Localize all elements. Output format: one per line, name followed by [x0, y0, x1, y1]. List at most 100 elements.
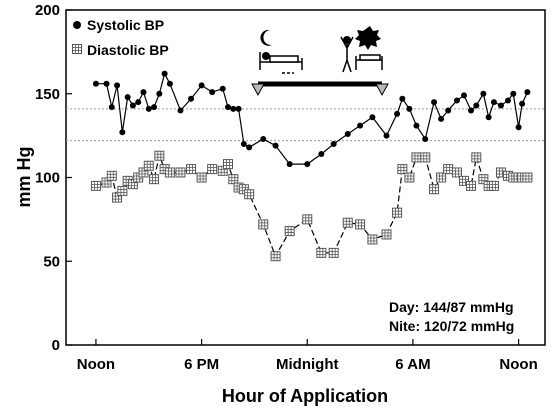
night-period-arrow: [251, 81, 389, 97]
y-tick-label: 0: [52, 337, 60, 354]
diastolic-point: [522, 172, 533, 183]
systolic-point: [246, 144, 253, 151]
legend-diastolic-marker: [72, 44, 82, 54]
systolic-point: [140, 89, 147, 96]
diastolic-point: [488, 180, 499, 191]
legend-systolic-label: Systolic BP: [87, 17, 164, 33]
systolic-point: [406, 105, 413, 112]
diastolic-point: [471, 152, 482, 163]
diastolic-point: [342, 217, 353, 228]
systolic-point: [413, 122, 420, 129]
diastolic-point: [436, 172, 447, 183]
diastolic-point: [186, 164, 197, 175]
diastolic-point: [244, 189, 255, 200]
systolic-point: [510, 90, 517, 97]
x-axis-title: Hour of Application: [222, 386, 388, 406]
systolic-point: [188, 95, 195, 102]
legend-diastolic-label: Diastolic BP: [87, 42, 169, 58]
systolic-point: [156, 90, 163, 97]
diastolic-point: [397, 164, 408, 175]
systolic-point: [383, 132, 390, 139]
diastolic-point: [284, 226, 295, 237]
diastolic-point: [420, 152, 431, 163]
systolic-point: [114, 82, 121, 89]
diastolic-point: [149, 174, 160, 185]
diastolic-point: [175, 167, 186, 178]
systolic-point: [166, 80, 173, 87]
diastolic-point: [466, 180, 477, 191]
diastolic-point: [355, 219, 366, 230]
systolic-point: [177, 107, 184, 114]
systolic-point: [394, 110, 401, 117]
systolic-point: [129, 102, 136, 109]
systolic-point: [304, 161, 311, 168]
systolic-point: [92, 80, 99, 87]
y-tick-label: 100: [35, 170, 60, 187]
systolic-point: [490, 99, 497, 106]
summary-nite: Nite: 120/72 mmHg: [389, 318, 514, 334]
systolic-point: [438, 115, 445, 122]
reference-lines: [66, 108, 545, 142]
y-axis-title: mm Hg: [14, 146, 34, 207]
series-layer: [90, 70, 533, 262]
summary-day: Day: 144/87 mmHg: [389, 299, 514, 315]
arrow-left-head-icon: [251, 83, 265, 97]
systolic-point: [198, 82, 205, 89]
x-tick-label: 6 AM: [395, 356, 430, 373]
systolic-point: [119, 129, 126, 136]
systolic-point: [485, 114, 492, 121]
systolic-point: [468, 107, 475, 114]
systolic-point: [330, 141, 337, 147]
diastolic-point: [223, 159, 234, 170]
x-tick-label: 6 PM: [184, 356, 219, 373]
diastolic-point: [392, 207, 403, 218]
systolic-point: [145, 105, 152, 112]
diastolic-point: [381, 229, 392, 240]
systolic-point: [445, 107, 452, 114]
y-tick-label: 50: [43, 253, 60, 270]
systolic-point: [399, 95, 406, 102]
systolic-point: [103, 80, 110, 87]
crescent-moon-icon: [260, 29, 272, 46]
diastolic-point: [443, 164, 454, 175]
systolic-point: [225, 104, 232, 111]
x-tick-label: Noon: [77, 356, 115, 373]
diastolic-point: [451, 167, 462, 178]
diastolic-point: [164, 167, 175, 178]
systolic-point: [260, 135, 267, 142]
systolic-point: [230, 105, 237, 112]
systolic-point: [272, 142, 279, 149]
systolic-point: [240, 141, 247, 147]
systolic-point: [235, 105, 242, 112]
x-tick-label: Midnight: [276, 356, 338, 373]
diastolic-point: [258, 219, 269, 230]
sleeping-person-icon: [259, 52, 303, 74]
diastolic-point: [117, 185, 128, 196]
systolic-point: [161, 70, 168, 77]
diastolic-point: [154, 150, 165, 161]
systolic-point: [497, 102, 504, 109]
systolic-point: [453, 97, 460, 104]
sun-icon: [355, 26, 381, 50]
systolic-point: [505, 97, 512, 104]
systolic-point: [422, 135, 429, 142]
diastolic-point: [106, 170, 117, 181]
diastolic-point: [228, 174, 239, 185]
series-line-systolic: [95, 72, 528, 165]
diastolic-point: [316, 247, 327, 258]
diastolic-point: [207, 164, 218, 175]
waking-person-icon: [340, 36, 383, 73]
diastolic-point: [196, 172, 207, 183]
diastolic-point: [90, 180, 101, 191]
systolic-point: [460, 92, 467, 99]
systolic-point: [286, 161, 293, 168]
systolic-point: [108, 104, 115, 111]
diastolic-point: [429, 184, 440, 195]
systolic-point: [209, 89, 216, 96]
systolic-point: [515, 124, 522, 131]
systolic-point: [318, 151, 325, 158]
arrow-right-head-icon: [375, 83, 389, 97]
systolic-point: [473, 102, 480, 109]
systolic-point: [151, 104, 158, 111]
